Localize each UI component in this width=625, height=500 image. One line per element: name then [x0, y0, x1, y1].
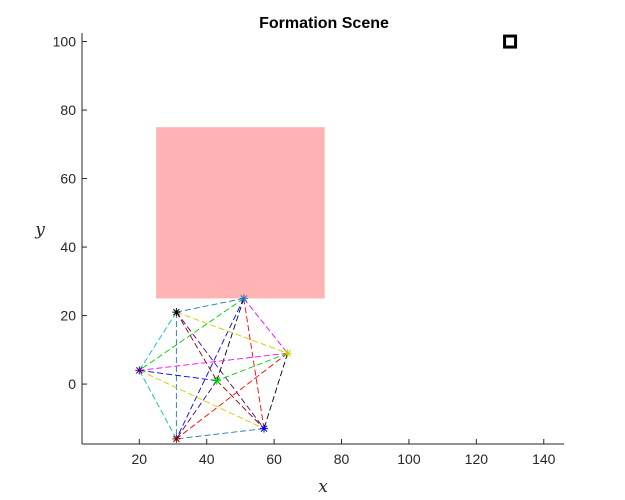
plot-area — [135, 34, 518, 443]
agent-marker-stroke — [260, 425, 268, 432]
formation-edge — [139, 369, 265, 429]
agent-marker — [172, 308, 181, 317]
formation-edge — [139, 298, 245, 371]
formation-edge — [138, 311, 177, 371]
agent-marker — [283, 349, 292, 358]
formation-edge — [138, 370, 177, 440]
y-tick-label: 20 — [60, 308, 76, 324]
formation-edge — [243, 298, 288, 354]
agent-marker — [260, 424, 269, 433]
agent-marker — [239, 294, 248, 303]
x-tick-label: 100 — [397, 451, 421, 467]
agent-marker-stroke — [173, 308, 180, 316]
x-tick-label: 120 — [465, 451, 489, 467]
formation-edge — [176, 297, 244, 313]
formation-edge — [216, 380, 265, 429]
x-tick-label: 20 — [132, 451, 148, 467]
formation-edge — [263, 353, 289, 429]
agent-marker — [172, 434, 181, 443]
formation-edge — [176, 428, 265, 440]
formation-edge — [216, 298, 245, 381]
x-axis-label: x — [318, 477, 328, 497]
y-tick-label: 80 — [60, 102, 76, 118]
y-tick-label: 100 — [53, 34, 77, 50]
formation-edge — [176, 352, 288, 440]
formation-edge — [176, 311, 288, 354]
formation-edge — [243, 298, 265, 429]
target-marker — [503, 34, 518, 49]
x-tick-label: 80 — [334, 451, 350, 467]
y-axis-label: y — [34, 220, 45, 240]
obstacle-rect — [156, 127, 325, 299]
y-tick-label: 40 — [60, 239, 76, 255]
agent-marker-stroke — [135, 367, 143, 374]
agent-marker-stroke — [213, 377, 221, 384]
formation-edge — [176, 380, 218, 440]
formation-edge — [139, 369, 217, 382]
x-tick-label: 40 — [199, 451, 215, 467]
agent-marker-stroke — [240, 295, 248, 302]
formation-edge — [139, 352, 288, 371]
formation-edge — [175, 311, 218, 381]
y-tick-label: 0 — [68, 376, 76, 392]
formation-edge — [216, 352, 288, 382]
agent-marker — [135, 366, 144, 375]
formation-edge — [176, 311, 265, 429]
agent-marker-stroke — [173, 435, 180, 443]
y-tick-label: 60 — [60, 171, 76, 187]
x-tick-label: 60 — [266, 451, 282, 467]
agent-marker — [212, 376, 221, 385]
agent-marker-stroke — [284, 349, 291, 357]
chart-title: Formation Scene — [259, 15, 389, 32]
x-tick-label: 140 — [532, 451, 556, 467]
axes: 20 40 60 80 100 120 140 0 20 40 60 80 100 — [53, 33, 564, 467]
